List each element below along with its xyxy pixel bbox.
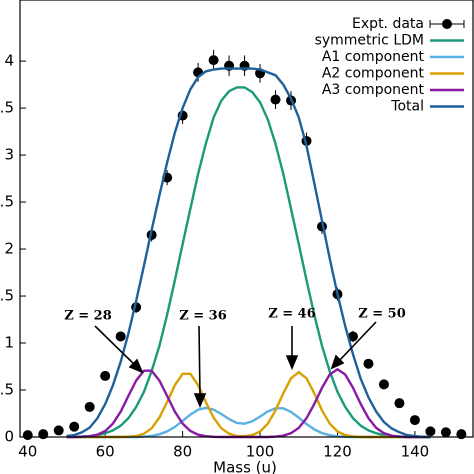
data-point — [69, 421, 80, 432]
legend-label: A2 component — [322, 66, 425, 82]
y-tick-label: 3.5 — [0, 99, 14, 117]
x-tick-label: 60 — [96, 443, 115, 461]
data-point — [378, 379, 389, 390]
data-point — [208, 55, 219, 66]
axes-frame — [19, 0, 474, 438]
plot-area — [19, 0, 474, 441]
legend-label: A1 component — [322, 49, 425, 65]
arrowhead — [128, 358, 144, 374]
legend-label: symmetric LDM — [315, 33, 424, 49]
data-point — [456, 429, 467, 440]
curve — [66, 67, 431, 439]
legend-label: Expt. data — [352, 16, 424, 32]
data-point — [100, 370, 111, 381]
arrowhead — [330, 354, 345, 370]
y-tick-label: 2.5 — [0, 193, 14, 211]
data-point — [22, 430, 33, 441]
x-tick-label: 100 — [246, 443, 275, 461]
x-tick-label: 120 — [323, 443, 352, 461]
legend-marker — [442, 19, 452, 29]
annotation: Z = 36 — [179, 309, 227, 324]
legend-label: Total — [390, 99, 424, 115]
data-point — [38, 429, 49, 440]
annotation: Z = 28 — [64, 309, 112, 324]
data-point — [394, 398, 405, 409]
curve — [66, 86, 431, 439]
legend-label: A3 component — [322, 82, 425, 98]
data-point — [347, 331, 358, 342]
arrowhead — [285, 355, 299, 371]
arrowhead — [193, 393, 207, 409]
y-tick-label: 2 — [4, 240, 14, 258]
y-tick-label: 4 — [4, 52, 14, 70]
data-point — [53, 425, 64, 436]
data-point — [363, 358, 374, 369]
x-tick-label: 40 — [18, 443, 37, 461]
x-tick-label: 140 — [401, 443, 430, 461]
arrow — [94, 325, 137, 367]
x-tick-label: 80 — [173, 443, 192, 461]
data-point — [440, 427, 451, 438]
y-tick-label: 1 — [4, 334, 14, 352]
data-point — [84, 401, 95, 412]
arrows — [94, 321, 377, 409]
y-tick-label: 3 — [4, 146, 14, 164]
y-tick-label: 0 — [4, 428, 14, 446]
data-point — [115, 331, 126, 342]
annotation: Z = 50 — [358, 307, 406, 322]
annotation: Z = 46 — [268, 307, 316, 322]
x-axis-label: Mass (u) — [213, 459, 277, 474]
data-point — [270, 94, 281, 105]
y-tick-label: 1.5 — [0, 287, 14, 305]
data-point — [425, 426, 436, 437]
y-tick-label: 0.5 — [0, 381, 14, 399]
arrow — [337, 321, 377, 363]
data-point — [409, 415, 420, 426]
arrow — [198, 325, 201, 397]
